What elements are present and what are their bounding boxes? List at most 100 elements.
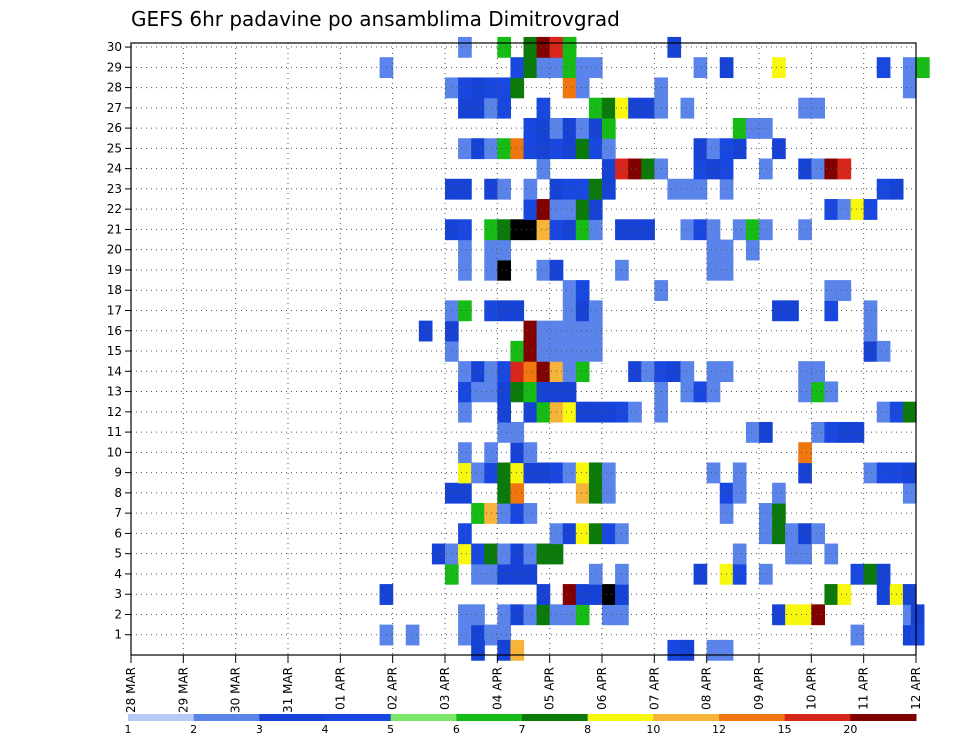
heatmap-cell (523, 563, 538, 585)
y-tick-label: 15 (107, 344, 122, 358)
colorbar-swatch (456, 714, 523, 721)
heatmap-cell (863, 199, 878, 220)
x-tick-label: 04 APR (490, 667, 504, 710)
heatmap-cell (497, 36, 512, 58)
heatmap-cell (602, 584, 616, 605)
heatmap-cell (497, 77, 512, 99)
colorbar-label: 4 (322, 723, 329, 736)
heatmap-cell (510, 604, 525, 626)
heatmap-cell (458, 36, 472, 58)
heatmap-cell (837, 199, 852, 220)
heatmap-cell (458, 361, 472, 383)
heatmap-cell (562, 219, 577, 241)
plot-frame (130, 42, 917, 656)
heatmap-cell (863, 462, 878, 484)
heatmap-cell (471, 138, 485, 160)
heatmap-cell (575, 199, 590, 220)
heatmap-cell (497, 259, 512, 281)
heatmap-cell (798, 604, 812, 626)
heatmap-cell (745, 117, 760, 139)
heatmap-cell (562, 57, 577, 79)
y-tick-label: 23 (107, 182, 122, 196)
y-tick-label: 18 (107, 283, 122, 297)
y-tick-label: 6 (114, 526, 122, 540)
x-tick-label: 29 MAR (176, 667, 190, 713)
heatmap-cell (602, 523, 616, 545)
heatmap-cell (641, 158, 655, 180)
heatmap-cell (863, 340, 878, 362)
colorbar-swatch (784, 714, 851, 721)
heatmap-cell (588, 482, 603, 504)
heatmap-cell (497, 482, 512, 504)
heatmap-cell (458, 138, 472, 160)
heatmap-cell (458, 442, 472, 464)
heatmap-cell (588, 462, 603, 484)
heatmap-cell (575, 401, 590, 423)
heatmap-cell (523, 219, 538, 241)
heatmap-cell (706, 462, 721, 484)
heatmap-cell (523, 381, 538, 403)
heatmap-cell (562, 340, 577, 362)
heatmap-cell (536, 340, 551, 362)
heatmap-cell (458, 624, 472, 646)
heatmap-cell (693, 57, 708, 79)
heatmap-cell (510, 340, 525, 362)
heatmap-cell (628, 361, 642, 383)
heatmap-cell (732, 138, 747, 160)
heatmap-cell (497, 239, 512, 261)
colorbar-label: 6 (453, 723, 460, 736)
heatmap-cell (863, 563, 878, 585)
heatmap-cell (510, 639, 525, 661)
y-tick-label: 30 (107, 40, 122, 54)
x-tick-label: 05 APR (543, 667, 557, 710)
heatmap-cell (575, 340, 590, 362)
heatmap-cell (745, 239, 760, 261)
heatmap-cell (575, 300, 590, 322)
heatmap-cell (732, 563, 747, 585)
heatmap-cell (602, 97, 616, 119)
heatmap-cell (902, 482, 917, 504)
x-tick-label: 12 APR (909, 667, 923, 710)
heatmap-cell (850, 563, 865, 585)
heatmap-cell (536, 584, 551, 605)
heatmap-cell (575, 604, 590, 626)
heatmap-cell (471, 77, 485, 99)
y-tick-label: 9 (114, 466, 122, 480)
heatmap-cell (863, 320, 878, 342)
heatmap-cell (562, 584, 577, 605)
y-tick-label: 25 (107, 141, 122, 155)
heatmap-cell (523, 138, 538, 160)
colorbar-swatch (325, 714, 392, 721)
heatmap-cell (536, 138, 551, 160)
heatmap-cell (536, 381, 551, 403)
heatmap-cell (510, 482, 525, 504)
heatmap-cell (497, 503, 512, 524)
heatmap-cells (379, 36, 930, 661)
heatmap-cell (588, 138, 603, 160)
heatmap-cell (497, 639, 512, 661)
heatmap-cell (588, 117, 603, 139)
heatmap-cell (510, 77, 525, 99)
heatmap-cell (706, 259, 721, 281)
heatmap-cell (562, 138, 577, 160)
heatmap-cell (628, 401, 642, 423)
heatmap-cell (510, 503, 525, 524)
heatmap-cell (497, 401, 512, 423)
heatmap-cell (497, 563, 512, 585)
heatmap-cell (536, 199, 551, 220)
colorbar-swatch (259, 714, 326, 721)
y-tick-label: 22 (107, 202, 122, 216)
heatmap-cell (510, 219, 525, 241)
x-tick-label: 10 APR (804, 667, 818, 710)
heatmap-cell (510, 381, 525, 403)
heatmap-cell (523, 57, 538, 79)
heatmap-cell (536, 57, 551, 79)
heatmap-cell (510, 442, 525, 464)
colorbar-label: 2 (190, 723, 197, 736)
colorbar-label: 1 (125, 723, 132, 736)
colorbar-swatch (587, 714, 654, 721)
heatmap-cell (772, 300, 786, 322)
heatmap-cell (876, 57, 891, 79)
heatmap-cell (458, 219, 472, 241)
y-tick-label: 14 (107, 364, 122, 378)
